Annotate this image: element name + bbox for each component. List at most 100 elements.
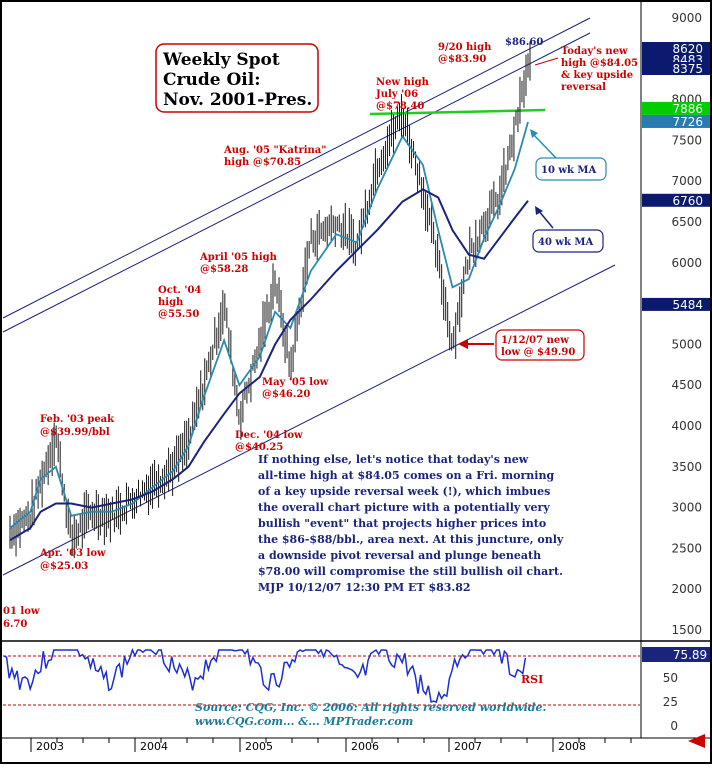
ann-today-leader [534, 57, 559, 66]
y-tick-label: 3000 [671, 501, 702, 515]
rsi-line [3, 647, 527, 703]
x-tick-label: 2005 [245, 740, 273, 753]
scroll-right-arrow-icon[interactable] [688, 734, 705, 748]
y-tick-label: 1500 [671, 623, 702, 637]
y-tick-label: 7000 [671, 174, 702, 188]
ma40-line [9, 188, 529, 542]
ann-oct04-3: @55.50 [158, 309, 199, 320]
ma10-callout-label: 10 wk MA [541, 165, 596, 176]
ann-jan01-2: 6.70 [3, 619, 27, 630]
price-marker-box [642, 42, 710, 56]
commentary-line-5: bullish "event" that projects higher pri… [258, 517, 546, 530]
price-marker-label: 8375 [672, 62, 703, 76]
source-line2: www.CQG.com... &... MPTrader.com [195, 715, 413, 728]
ma40-arrowhead [535, 206, 543, 215]
price-marker-box [642, 297, 710, 311]
commentary-line-2: all-time high at $84.05 comes on a Fri. … [258, 469, 554, 482]
ann-feb03-2: @$39.99/bbl [40, 427, 110, 438]
price-marker-box [642, 101, 710, 115]
x-tick-label: 2003 [36, 740, 64, 753]
annotations: Feb. '03 peak @$39.99/bbl Apr. '03 low @… [3, 37, 638, 630]
jan07-line1: 1/12/07 new [501, 335, 569, 346]
rsi-value-box [642, 647, 710, 662]
ma10-arrow-shaft [531, 132, 557, 159]
rsi-tick-25: 25 [663, 695, 678, 709]
rsi-panel: RSI 75.89 50 25 0 [3, 647, 710, 733]
ma10-callout: 10 wk MA [530, 129, 607, 181]
commentary-line-1: If nothing else, let's notice that today… [258, 453, 529, 466]
y-tick-label: 2000 [671, 582, 702, 596]
ann-oct04-2: high [158, 297, 184, 308]
commentary-line-6: the $86-$88/bbl., area next. At this jun… [258, 533, 564, 546]
ann-apr03-2: @$25.03 [40, 561, 88, 572]
jan07-arrowhead [458, 339, 468, 349]
ma10-callout-box [535, 157, 607, 181]
channel-upper-inner [2, 32, 591, 333]
ann-today-4: reversal [561, 82, 606, 93]
y-tick-label: 6500 [671, 215, 702, 229]
ma10-arrowhead [530, 129, 538, 138]
ann-apr03-1: Apr. '03 low [39, 548, 106, 559]
ann-jul06-3: @$78.40 [376, 101, 424, 112]
price-marker-label: 8620 [672, 42, 703, 56]
ann-feb03-1: Feb. '03 peak [40, 414, 115, 425]
y-tick-label: 7500 [671, 133, 702, 147]
jan07-callout: 1/12/07 new low @ $49.90 [458, 329, 585, 361]
ann-sep20-2: @$83.90 [438, 54, 486, 65]
source-line1: Source: CQG, Inc. © 2006: All rights res… [195, 701, 546, 714]
price-marker-label: 7886 [672, 102, 703, 116]
title-line1: Weekly Spot [162, 50, 280, 70]
ann-today-1: Today's new [561, 46, 628, 57]
commentary-line-4: the overall chart picture with a potenti… [258, 501, 550, 514]
commentary-line-7: a downside pivot reversal and plunge ben… [258, 549, 541, 562]
ma40-callout-box [532, 229, 604, 253]
title-box-border [155, 43, 319, 113]
rsi-value: 75.89 [673, 648, 707, 662]
price-marker-label: 7726 [672, 115, 703, 129]
y-tick-label: 4500 [671, 378, 702, 392]
y-tick-label: 4000 [671, 419, 702, 433]
ann-aug05-1: Aug. '05 "Katrina" [223, 145, 326, 156]
x-tick-label: 2006 [351, 740, 379, 753]
ann-dec04-1: Dec. '04 low [235, 430, 303, 441]
x-tick-label: 2007 [454, 740, 482, 753]
rsi-tick-0: 0 [670, 719, 678, 733]
ann-may05-1: May '05 low [262, 377, 329, 388]
rsi-label: RSI [521, 673, 543, 686]
ma40-callout: 40 wk MA [532, 206, 604, 253]
price-marker-label: 6760 [672, 194, 703, 208]
ann-oct04-1: Oct. '04 [158, 285, 201, 296]
title-box: Weekly Spot Crude Oil: Nov. 2001-Pres. [155, 43, 319, 113]
trend-channel [2, 17, 616, 576]
ann-jul06-2: July '06 [375, 89, 418, 100]
commentary-line-9: MJP 10/12/07 12:30 PM ET $83.82 [258, 581, 471, 594]
price-marker-box [642, 62, 710, 75]
price-marker-box [642, 114, 710, 128]
x-tick-label: 2004 [140, 740, 168, 753]
price-bars [9, 41, 531, 559]
x-tick-label: 2008 [558, 740, 586, 753]
ann-today-3: & key upside [561, 70, 633, 81]
x-axis: 2003 2004 2005 2006 2007 2008 [30, 738, 632, 753]
ma40-arrow-shaft [537, 209, 554, 229]
commentary: If nothing else, let's notice that today… [258, 453, 564, 594]
title-line2: Crude Oil: [163, 70, 260, 90]
y-tick-label: 5000 [671, 337, 702, 351]
channel-upper-outer [2, 17, 591, 319]
commentary-line-8: $78.00 will compromise the still bullish… [258, 565, 563, 578]
title-line3: Nov. 2001-Pres. [163, 90, 312, 110]
jan07-callout-box [495, 329, 585, 361]
ann-8660: $86.60 [505, 37, 543, 48]
y-tick-label: 2500 [671, 541, 702, 555]
ann-dec04-2: @$40.25 [235, 442, 283, 453]
y-tick-label: 6000 [671, 256, 702, 270]
ma40-callout-label: 40 wk MA [538, 237, 593, 248]
ann-may05-2: @$46.20 [262, 389, 310, 400]
y-tick-label: 9000 [671, 11, 702, 25]
ann-jan01-1: 01 low [3, 606, 40, 617]
channel-lower [2, 264, 616, 576]
ann-aug05-2: high @$70.85 [224, 157, 301, 168]
